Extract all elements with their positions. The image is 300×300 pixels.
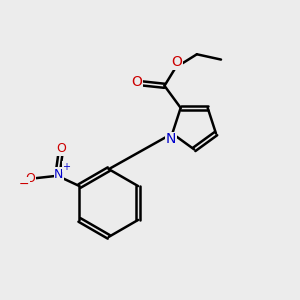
Text: O: O (56, 142, 66, 155)
Text: N: N (166, 132, 176, 146)
Text: O: O (172, 55, 183, 69)
Text: −: − (19, 178, 29, 190)
Text: N: N (54, 168, 64, 181)
Text: O: O (132, 75, 142, 89)
Text: +: + (62, 162, 70, 172)
Text: O: O (25, 172, 35, 184)
